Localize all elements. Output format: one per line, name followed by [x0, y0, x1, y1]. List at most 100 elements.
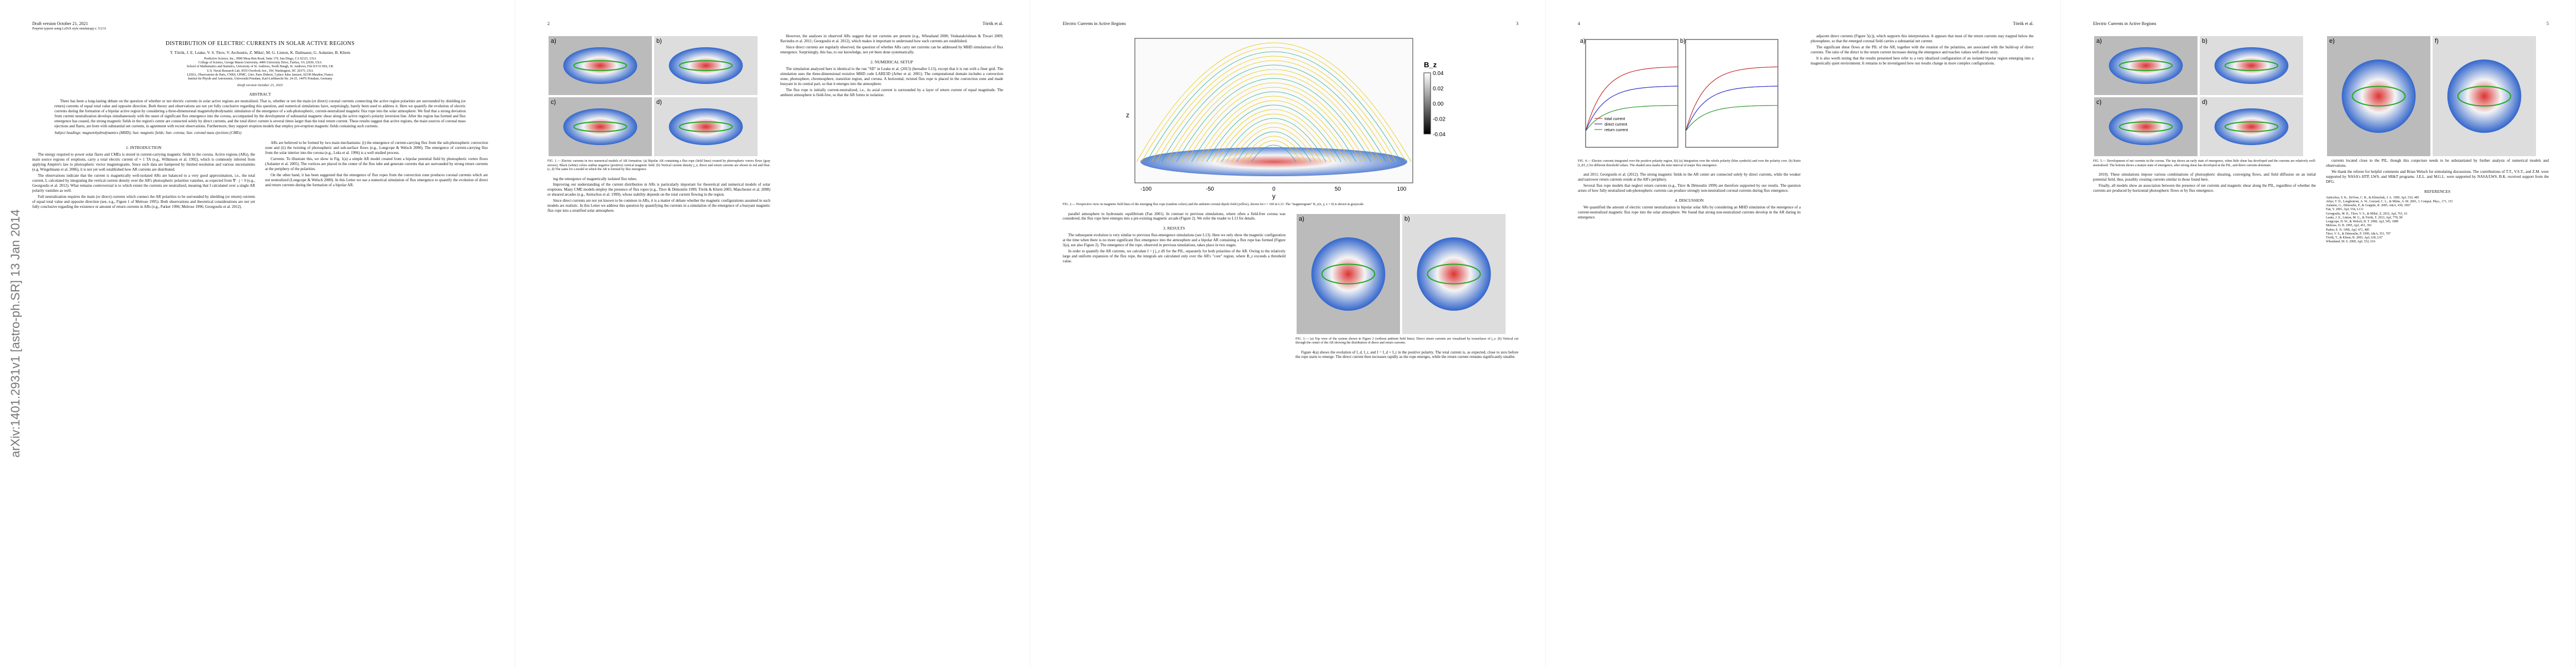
field-line [1236, 131, 1312, 162]
paragraph: Since direct currents are regularly obse… [780, 44, 1003, 54]
reference: Parker, E. N. 1996, ApJ, 471, 485 [2326, 228, 2370, 232]
plot-frame [1685, 39, 1778, 148]
flux-rope [1427, 263, 1481, 285]
field-line [1191, 91, 1357, 162]
curve [1585, 86, 1678, 132]
header-left: 4 [1578, 21, 1580, 26]
current-map [2109, 108, 2183, 145]
column: adjacent direct currents (Figure 5(c)), … [1811, 34, 2034, 221]
figure-caption: FIG. 1.— Electric currents in two numeri… [547, 160, 770, 171]
paragraph: and 2011; Georgoulis et al. (2012). The … [1578, 172, 1801, 182]
field-line [1251, 145, 1297, 162]
section-heading: 4. DISCUSSION [1675, 197, 1704, 203]
top-section: DISTRIBUTION OF ELECTRIC CURRENTS IN SOL… [32, 41, 488, 135]
paragraph: ARs are believed to be formed by two mai… [265, 141, 488, 156]
arxiv-stamp: arXiv:1401.2931v1 [astro-ph.SR] 13 Jan 2… [8, 209, 22, 458]
x-tick-label: 0 [1272, 186, 1275, 192]
current-map [669, 47, 743, 84]
field-line [1181, 82, 1367, 162]
panel-label: a) [2096, 38, 2102, 44]
reference: Melrose, D. B. 1995, ApJ, 451, 391 [2326, 224, 2372, 228]
affiliation: U.S. Naval Research Lab, 4555 Overlook A… [207, 69, 313, 73]
field-line [1166, 69, 1382, 162]
column: a) b) FIG. 3.— (a) Top view of the system … [1296, 212, 1518, 361]
figure: a) b) c) d) [549, 36, 758, 156]
x-tick-label: 100 [1397, 186, 1407, 192]
x-tick-label: -50 [1206, 186, 1214, 192]
curve [1685, 105, 1778, 132]
field-line [1241, 136, 1307, 162]
current-map [2214, 47, 2289, 84]
field-line [1141, 47, 1407, 162]
columns: a) b) total current direct current return cu… [1578, 34, 2034, 221]
header-right: Török et al. [2012, 21, 2034, 26]
legend-label: direct current [1605, 123, 1627, 127]
paragraph: There has been a long-lasting debate on … [54, 99, 466, 129]
section-heading: 3. RESULTS [1163, 226, 1185, 231]
columns: a) b) c) d) FIG. 5.— Development of net curr… [2093, 34, 2549, 245]
current-map [563, 108, 637, 145]
field-line [1246, 140, 1302, 162]
section-heading: 1. INTRODUCTION [126, 145, 162, 151]
reference: Fan, Y. 2001, ApJ, 554, L111 [2326, 208, 2364, 212]
column: e) f) currents located close to the PIL, t… [2326, 34, 2549, 245]
paragraph: ing the emergence of magnetically isolat… [553, 176, 637, 181]
axis-label: z [1126, 111, 1129, 119]
field-line [1206, 104, 1342, 162]
paper-title: DISTRIBUTION OF ELECTRIC CURRENTS IN SOL… [165, 41, 355, 47]
paragraph: In order to quantify the AR currents, we… [1063, 249, 1285, 264]
header-right: 3 [1516, 21, 1518, 26]
paragraph: It is also worth noting that the results… [1811, 56, 2034, 66]
header-right: 5 [2547, 21, 2549, 26]
x-tick-label: 50 [1334, 186, 1341, 192]
paragraph: The simulation analyzed here is identica… [780, 66, 1003, 86]
paragraph: 2010). These simulations impose various … [2093, 172, 2316, 182]
field-line [1211, 109, 1337, 162]
current-map [2214, 108, 2289, 145]
curve [1685, 66, 1778, 132]
draft-date: Draft version October 21, 2021 [237, 83, 283, 88]
affiliation: Predictive Science, Inc., 9990 Mesa Rim … [204, 57, 316, 61]
legend-label: total current [1605, 117, 1625, 121]
curve [1585, 66, 1678, 132]
header-left: 2 [547, 21, 550, 26]
reference: Török, T., & Kliem, B. 2005, ApJ, 630, L… [2326, 236, 2383, 240]
reference: Arber, T. D., Longbottom, A. W., Gerrard… [2326, 200, 2453, 203]
header-right: Török et al. [982, 21, 1003, 26]
affiliation: College of Science, George Mason Univers… [198, 61, 322, 65]
current-map [1417, 237, 1491, 311]
current-map [2341, 59, 2416, 133]
curve [1685, 86, 1778, 132]
colorbar-tick-label: 0.00 [1433, 101, 1444, 107]
field-line [1156, 60, 1392, 162]
paragraph: Since direct currents are not yet known … [547, 198, 770, 213]
affiliation: Institut für Physik und Astronomie, Univ… [188, 77, 332, 81]
figure: a) b) c) d) [2094, 36, 2303, 156]
flux-rope [573, 121, 627, 132]
paragraph: Improving our understanding of the curre… [547, 182, 770, 197]
paragraph: Finally, all models show an association … [2093, 183, 2316, 193]
colorbar [1423, 72, 1431, 135]
column: parallel atmosphere in hydrostatic equil… [1063, 212, 1285, 361]
paragraph: The significant shear flows at the PIL o… [1811, 44, 2034, 54]
authors: T. Török, J. E. Leake, V. S. Titov, V. A… [170, 50, 351, 55]
page-header: 2 Török et al. [547, 21, 1003, 26]
column: 1. INTRODUCTION The energy required to po… [32, 141, 255, 210]
paragraph: adjacent direct currents (Figure 5(c)), … [1811, 34, 2034, 43]
reference: Leake, J. E., Linton, M. G., & Török, T.… [2326, 216, 2403, 220]
panel-label: d) [2202, 99, 2208, 106]
panel-label: d) [656, 99, 662, 106]
keywords: Subject headings: magnetohydrodynamics (… [54, 131, 242, 136]
field-line [1146, 51, 1402, 162]
paragraph: The energy required to power solar flare… [32, 152, 255, 172]
flux-rope [2457, 86, 2512, 107]
panel-label: b) [1680, 38, 1686, 44]
page-header: Electric Currents in Active Regions 5 [2093, 21, 2549, 26]
page: Electric Currents in Active Regions 3 -100… [1030, 0, 1546, 667]
panel-label: f) [2435, 38, 2439, 44]
affiliation: School of Mathematics and Statistics, Un… [187, 65, 333, 69]
reference: Titov, V. S., & Démoulin, P. 1999, A&A, … [2326, 232, 2391, 236]
top-section: -100 -50 0 50 100 z y B_z 0.04 0.02 0.00 -0.02 -0.04… [1063, 34, 1518, 207]
colorbar-tick-label: -0.02 [1433, 117, 1446, 123]
flux-rope [679, 60, 733, 71]
